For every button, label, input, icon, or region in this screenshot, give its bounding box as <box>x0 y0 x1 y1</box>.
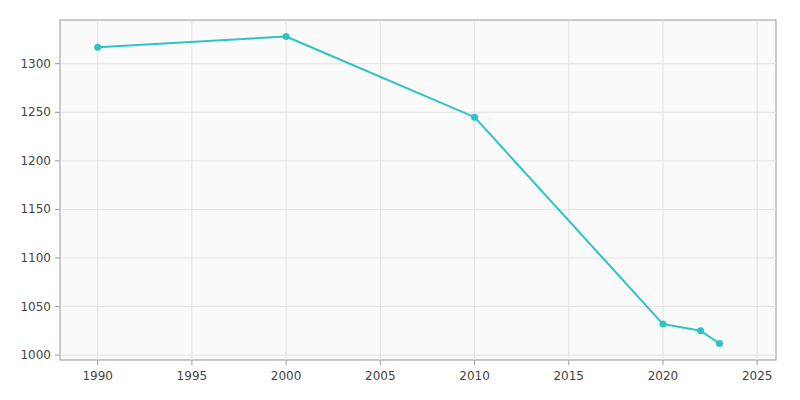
x-tick-label: 2005 <box>365 369 396 383</box>
y-tick <box>55 112 60 113</box>
x-tick-label: 2015 <box>553 369 584 383</box>
y-tick <box>55 160 60 161</box>
x-grid-line <box>380 20 381 360</box>
point <box>94 44 101 51</box>
y-grid-line <box>60 209 776 210</box>
y-grid-line <box>60 306 776 307</box>
point <box>697 327 704 334</box>
x-tick <box>380 360 381 365</box>
chart-container: 1990 1995 2000 2005 2010 2015 2020 2025 1000 1050… <box>0 0 800 400</box>
point <box>716 340 723 347</box>
y-tick-label: 1100 <box>20 251 51 265</box>
x-grid-line <box>568 20 569 360</box>
x-tick <box>662 360 663 365</box>
x-tick-label: 2000 <box>271 369 302 383</box>
x-grid-line <box>757 20 758 360</box>
y-tick-label: 1300 <box>20 57 51 71</box>
x-tick-label: 1990 <box>82 369 113 383</box>
x-tick <box>568 360 569 365</box>
y-tick-label: 1200 <box>20 154 51 168</box>
plot-frame <box>60 20 776 360</box>
x-grid-line <box>286 20 287 360</box>
y-tick <box>55 63 60 64</box>
x-tick <box>97 360 98 365</box>
y-tick-label: 1050 <box>20 300 51 314</box>
y-grid-line <box>60 258 776 259</box>
x-grid-line <box>662 20 663 360</box>
y-tick <box>55 258 60 259</box>
y-tick-label: 1000 <box>20 348 51 362</box>
grid <box>60 20 776 360</box>
chart-svg: 1990 1995 2000 2005 2010 2015 2020 2025 1000 1050… <box>0 0 800 400</box>
y-grid-line <box>60 63 776 64</box>
y-tick-label: 1150 <box>20 202 51 216</box>
x-tick-label: 2020 <box>648 369 679 383</box>
y-tick <box>55 209 60 210</box>
point <box>283 33 290 40</box>
x-grid-line <box>191 20 192 360</box>
point <box>659 321 666 328</box>
axes: 1990 1995 2000 2005 2010 2015 2020 2025 1000 1050… <box>20 57 772 383</box>
y-tick <box>55 306 60 307</box>
y-tick-label: 1250 <box>20 105 51 119</box>
x-grid-line <box>97 20 98 360</box>
x-tick <box>474 360 475 365</box>
y-grid-line <box>60 112 776 113</box>
data-layer <box>94 33 723 347</box>
y-tick <box>55 355 60 356</box>
point <box>471 114 478 121</box>
x-tick-label: 2010 <box>459 369 490 383</box>
x-tick <box>286 360 287 365</box>
x-grid-line <box>474 20 475 360</box>
x-tick-label: 2025 <box>742 369 773 383</box>
x-tick <box>757 360 758 365</box>
y-grid-line <box>60 160 776 161</box>
x-tick <box>191 360 192 365</box>
y-grid-line <box>60 355 776 356</box>
x-tick-label: 1995 <box>177 369 208 383</box>
line <box>98 37 720 344</box>
